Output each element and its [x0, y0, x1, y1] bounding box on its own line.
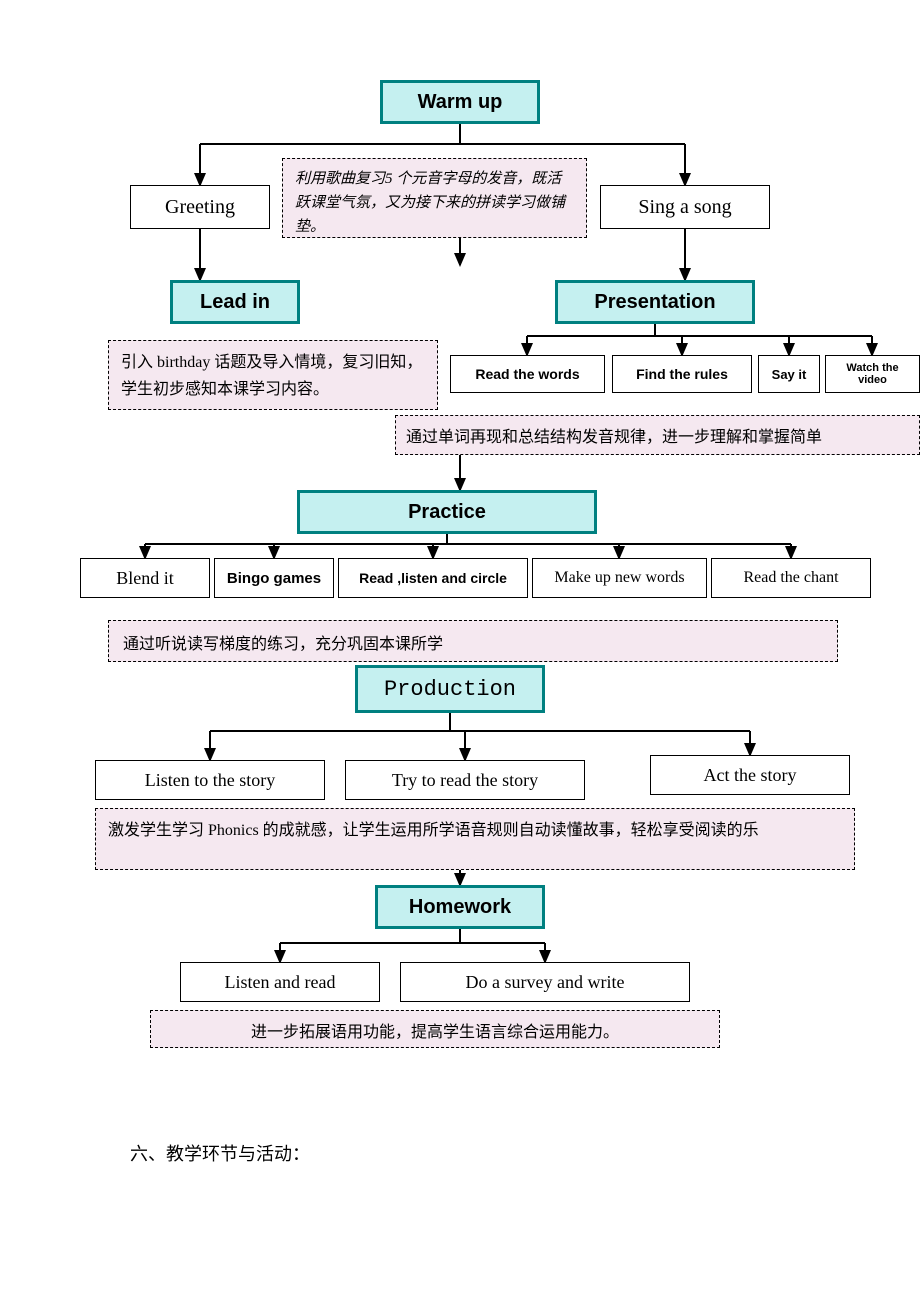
- note-practice: 通过听说读写梯度的练习，充分巩固本课所学: [108, 620, 838, 662]
- label: Act the story: [704, 765, 797, 786]
- stage-label: Practice: [408, 501, 486, 524]
- note-text: 通过单词再现和总结结构发音规律，进一步理解和掌握简单: [406, 429, 822, 446]
- label: Read the chant: [743, 569, 838, 587]
- box-pres-3: Watch the video: [825, 355, 920, 393]
- box-pres-1: Find the rules: [612, 355, 752, 393]
- box-hw-0: Listen and read: [180, 962, 380, 1002]
- box-prac-1: Bingo games: [214, 558, 334, 598]
- note-presentation: 通过单词再现和总结结构发音规律，进一步理解和掌握简单: [395, 415, 920, 455]
- stage-label: Presentation: [594, 291, 715, 314]
- label: Read ,listen and circle: [359, 570, 507, 586]
- stage-lead-in: Lead in: [170, 280, 300, 324]
- note-lead-in: 引入 birthday 话题及导入情境，复习旧知，学生初步感知本课学习内容。: [108, 340, 438, 410]
- box-sing-song: Sing a song: [600, 185, 770, 229]
- note-text: 激发学生学习 Phonics 的成就感，让学生运用所学语音规则自动读懂故事，轻松…: [108, 822, 759, 839]
- box-prod-1: Try to read the story: [345, 760, 585, 800]
- footer-heading: 六、教学环节与活动：: [130, 1140, 310, 1166]
- note-text: 通过听说读写梯度的练习，充分巩固本课所学: [123, 636, 443, 653]
- note-text: 引入 birthday 话题及导入情境，复习旧知，学生初步感知本课学习内容。: [121, 354, 422, 398]
- box-hw-1: Do a survey and write: [400, 962, 690, 1002]
- stage-label: Homework: [409, 896, 511, 919]
- label: Sing a song: [638, 196, 731, 219]
- stage-homework: Homework: [375, 885, 545, 929]
- label: Watch the video: [834, 362, 911, 386]
- note-warm-up: 利用歌曲复习5 个元音字母的发音，既活跃课堂气氛，又为接下来的拼读学习做铺垫。: [282, 158, 587, 238]
- box-prod-0: Listen to the story: [95, 760, 325, 800]
- label: Greeting: [165, 196, 235, 219]
- label: Say it: [772, 367, 807, 382]
- note-text: 利用歌曲复习5 个元音字母的发音，既活跃课堂气氛，又为接下来的拼读学习做铺垫。: [295, 171, 565, 235]
- note-production: 激发学生学习 Phonics 的成就感，让学生运用所学语音规则自动读懂故事，轻松…: [95, 808, 855, 870]
- note-homework: 进一步拓展语用功能，提高学生语言综合运用能力。: [150, 1010, 720, 1048]
- box-greeting: Greeting: [130, 185, 270, 229]
- label: Do a survey and write: [466, 972, 625, 993]
- box-pres-2: Say it: [758, 355, 820, 393]
- stage-label: Warm up: [418, 91, 503, 114]
- diagram-canvas: Warm up Greeting Sing a song 利用歌曲复习5 个元音…: [0, 0, 920, 1302]
- label: Read the words: [475, 366, 579, 382]
- stage-presentation: Presentation: [555, 280, 755, 324]
- label: Listen to the story: [145, 770, 275, 791]
- label: Try to read the story: [392, 770, 538, 791]
- label: Bingo games: [227, 570, 321, 587]
- label: Listen and read: [225, 972, 336, 993]
- box-prac-0: Blend it: [80, 558, 210, 598]
- note-text: 进一步拓展语用功能，提高学生语言综合运用能力。: [251, 1024, 619, 1041]
- footer-label: 六、教学环节与活动：: [130, 1144, 310, 1164]
- label: Blend it: [116, 568, 174, 589]
- stage-label: Production: [384, 677, 516, 702]
- box-prac-2: Read ,listen and circle: [338, 558, 528, 598]
- stage-practice: Practice: [297, 490, 597, 534]
- stage-label: Lead in: [200, 291, 270, 314]
- stage-production: Production: [355, 665, 545, 713]
- stage-warm-up: Warm up: [380, 80, 540, 124]
- box-prac-4: Read the chant: [711, 558, 871, 598]
- box-prac-3: Make up new words: [532, 558, 707, 598]
- label: Make up new words: [554, 569, 684, 587]
- label: Find the rules: [636, 366, 728, 382]
- box-pres-0: Read the words: [450, 355, 605, 393]
- box-prod-2: Act the story: [650, 755, 850, 795]
